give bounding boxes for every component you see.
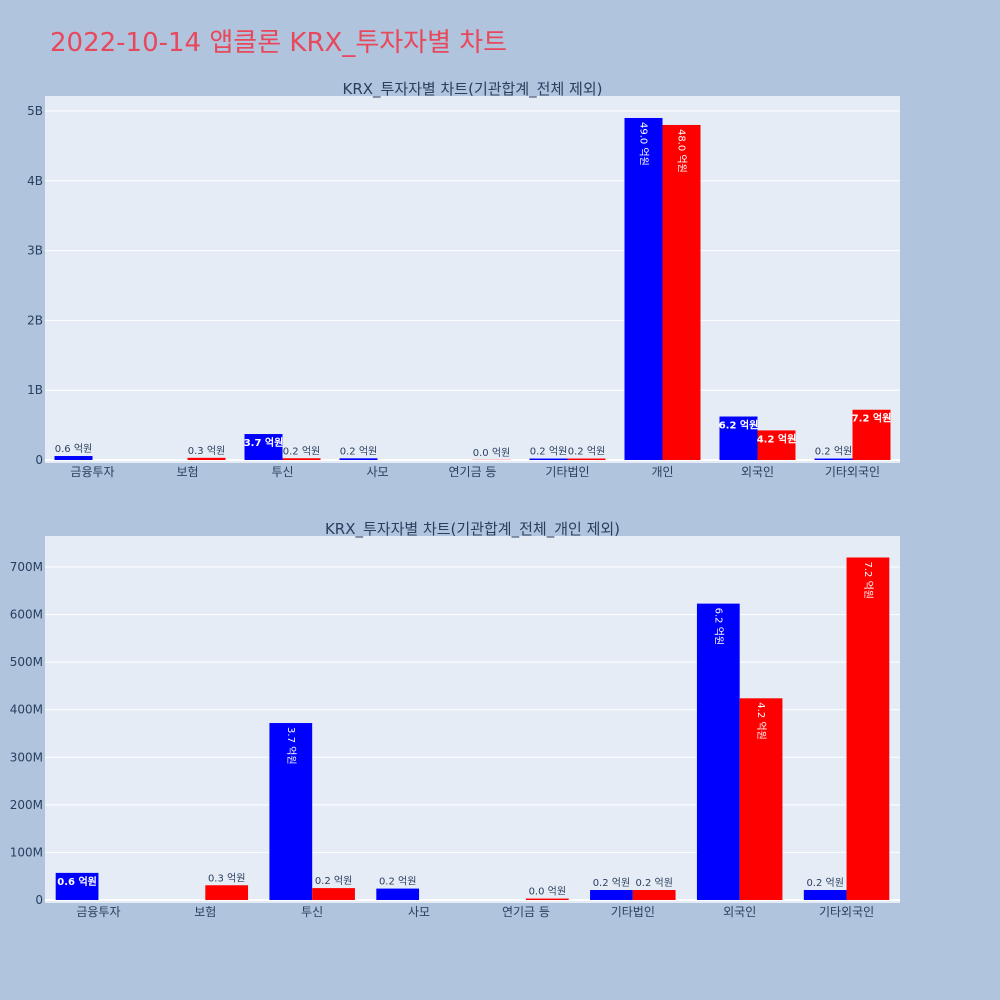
chart1-data-label: 0.2 억원 xyxy=(568,446,605,458)
chart2-y-tick-label: 0 xyxy=(35,893,43,907)
chart1-data-label: 4.2 억원 xyxy=(757,432,797,445)
chart1-x-tick-label: 외국인 xyxy=(741,465,774,479)
chart2-bar xyxy=(312,888,355,900)
chart1-data-label: 7.2 억원 xyxy=(852,412,892,425)
chart2-y-tick-label: 600M xyxy=(10,608,43,622)
chart2-data-label: 0.2 억원 xyxy=(635,877,672,889)
chart1-data-label: 0.2 억원 xyxy=(530,446,567,458)
chart1-data-label: 0.3 억원 xyxy=(188,445,225,457)
chart2-bar xyxy=(739,698,783,900)
chart1-x-tick-label: 연기금 등 xyxy=(449,465,497,479)
chart2-data-label: 0.6 억원 xyxy=(57,875,97,888)
chart2-y-tick-label: 400M xyxy=(10,703,43,717)
chart1-bar xyxy=(757,430,796,460)
chart2-x-tick-label: 기타법인 xyxy=(611,905,655,919)
chart1-bar xyxy=(187,457,226,460)
chart2-x-tick-label: 연기금 등 xyxy=(502,905,550,919)
chart1-y-tick-label: 0 xyxy=(35,453,43,467)
chart2-y-tick-label: 200M xyxy=(10,798,43,812)
chart1-data-label: 6.2 억원 xyxy=(719,419,759,432)
chart2-bar xyxy=(376,888,420,900)
chart2-data-label: 0.3 억원 xyxy=(208,872,245,884)
chart2-data-label: 0.2 억원 xyxy=(806,877,843,889)
chart2-bar xyxy=(205,885,249,900)
chart1-bar xyxy=(282,458,321,460)
chart1-bar xyxy=(719,416,758,460)
chart1-bar xyxy=(244,434,283,460)
chart1-bar xyxy=(529,458,568,460)
chart1-x-tick-label: 금융투자 xyxy=(70,465,114,479)
chart2-data-label: 6.2 억원 xyxy=(712,608,724,645)
chart1-x-tick-label: 개인 xyxy=(651,465,673,479)
chart2-x-tick-label: 사모 xyxy=(408,905,430,919)
chart1-data-label: 3.7 억원 xyxy=(244,436,284,449)
chart1-bar xyxy=(339,458,378,460)
chart1-bar xyxy=(624,117,663,460)
chart1-x-tick-label: 투신 xyxy=(271,465,293,479)
chart1-bar xyxy=(567,458,606,460)
chart2-bar xyxy=(846,557,890,900)
chart1-data-label: 0.0 억원 xyxy=(473,447,510,459)
chart1-data-label: 0.6 억원 xyxy=(55,443,92,455)
chart1-x-tick-label: 보험 xyxy=(176,465,198,479)
chart2-data-label: 0.2 억원 xyxy=(315,875,352,887)
chart1-title: KRX_투자자별 차트(기관합계_전체 제외) xyxy=(343,80,603,99)
chart1-bar xyxy=(662,124,701,461)
chart1-bar xyxy=(852,409,891,460)
chart2-bar xyxy=(696,603,740,900)
chart1-y-tick-label: 2B xyxy=(27,313,43,327)
chart1-x-tick-label: 기타법인 xyxy=(545,465,589,479)
page-title: 2022-10-14 앱클론 KRX_투자자별 차트 xyxy=(50,28,508,58)
chart1-data-label: 0.2 억원 xyxy=(340,445,377,457)
chart1-bar xyxy=(814,458,853,460)
chart1-data-label: 48.0 억원 xyxy=(676,129,688,173)
chart1-y-tick-label: 4B xyxy=(27,174,43,188)
chart2-x-tick-label: 보험 xyxy=(194,905,216,919)
chart2-bar xyxy=(590,890,633,900)
chart1-data-label: 49.0 억원 xyxy=(638,122,650,166)
chart2-title: KRX_투자자별 차트(기관합계_전체_개인 제외) xyxy=(325,520,620,539)
chart1-x-tick-label: 기타외국인 xyxy=(825,465,880,479)
chart2-bar xyxy=(55,872,99,900)
chart2-bar xyxy=(803,890,847,900)
chart2-y-tick-label: 100M xyxy=(10,845,43,859)
chart1-y-tick-label: 3B xyxy=(27,244,43,258)
chart2-y-tick-label: 500M xyxy=(10,655,43,669)
chart2-x-tick-label: 금융투자 xyxy=(76,905,120,919)
chart1-plot-area xyxy=(45,96,900,463)
chart2-y-tick-label: 300M xyxy=(10,750,43,764)
chart2-data-label: 0.2 억원 xyxy=(593,877,630,889)
chart1-y-tick-label: 1B xyxy=(27,383,43,397)
chart2-y-tick-label: 700M xyxy=(10,560,43,574)
chart2-bar xyxy=(632,890,676,900)
chart2-x-tick-label: 기타외국인 xyxy=(819,905,874,919)
chart1-bar xyxy=(54,456,93,460)
chart1-x-tick-label: 사모 xyxy=(366,465,388,479)
chart2-x-tick-label: 투신 xyxy=(301,905,323,919)
chart2-data-label: 4.2 억원 xyxy=(755,702,767,739)
chart2-data-label: 7.2 억원 xyxy=(862,561,874,598)
chart2-x-tick-label: 외국인 xyxy=(723,905,756,919)
chart2-data-label: 3.7 억원 xyxy=(285,727,297,764)
chart1-y-tick-label: 5B xyxy=(27,104,43,118)
chart2-bar xyxy=(525,898,569,900)
chart1-data-label: 0.2 억원 xyxy=(283,445,320,457)
chart2-data-label: 0.2 억원 xyxy=(379,876,416,888)
chart1-data-label: 0.2 억원 xyxy=(815,446,852,458)
chart2-data-label: 0.0 억원 xyxy=(529,886,566,898)
chart2-bar xyxy=(269,723,313,900)
